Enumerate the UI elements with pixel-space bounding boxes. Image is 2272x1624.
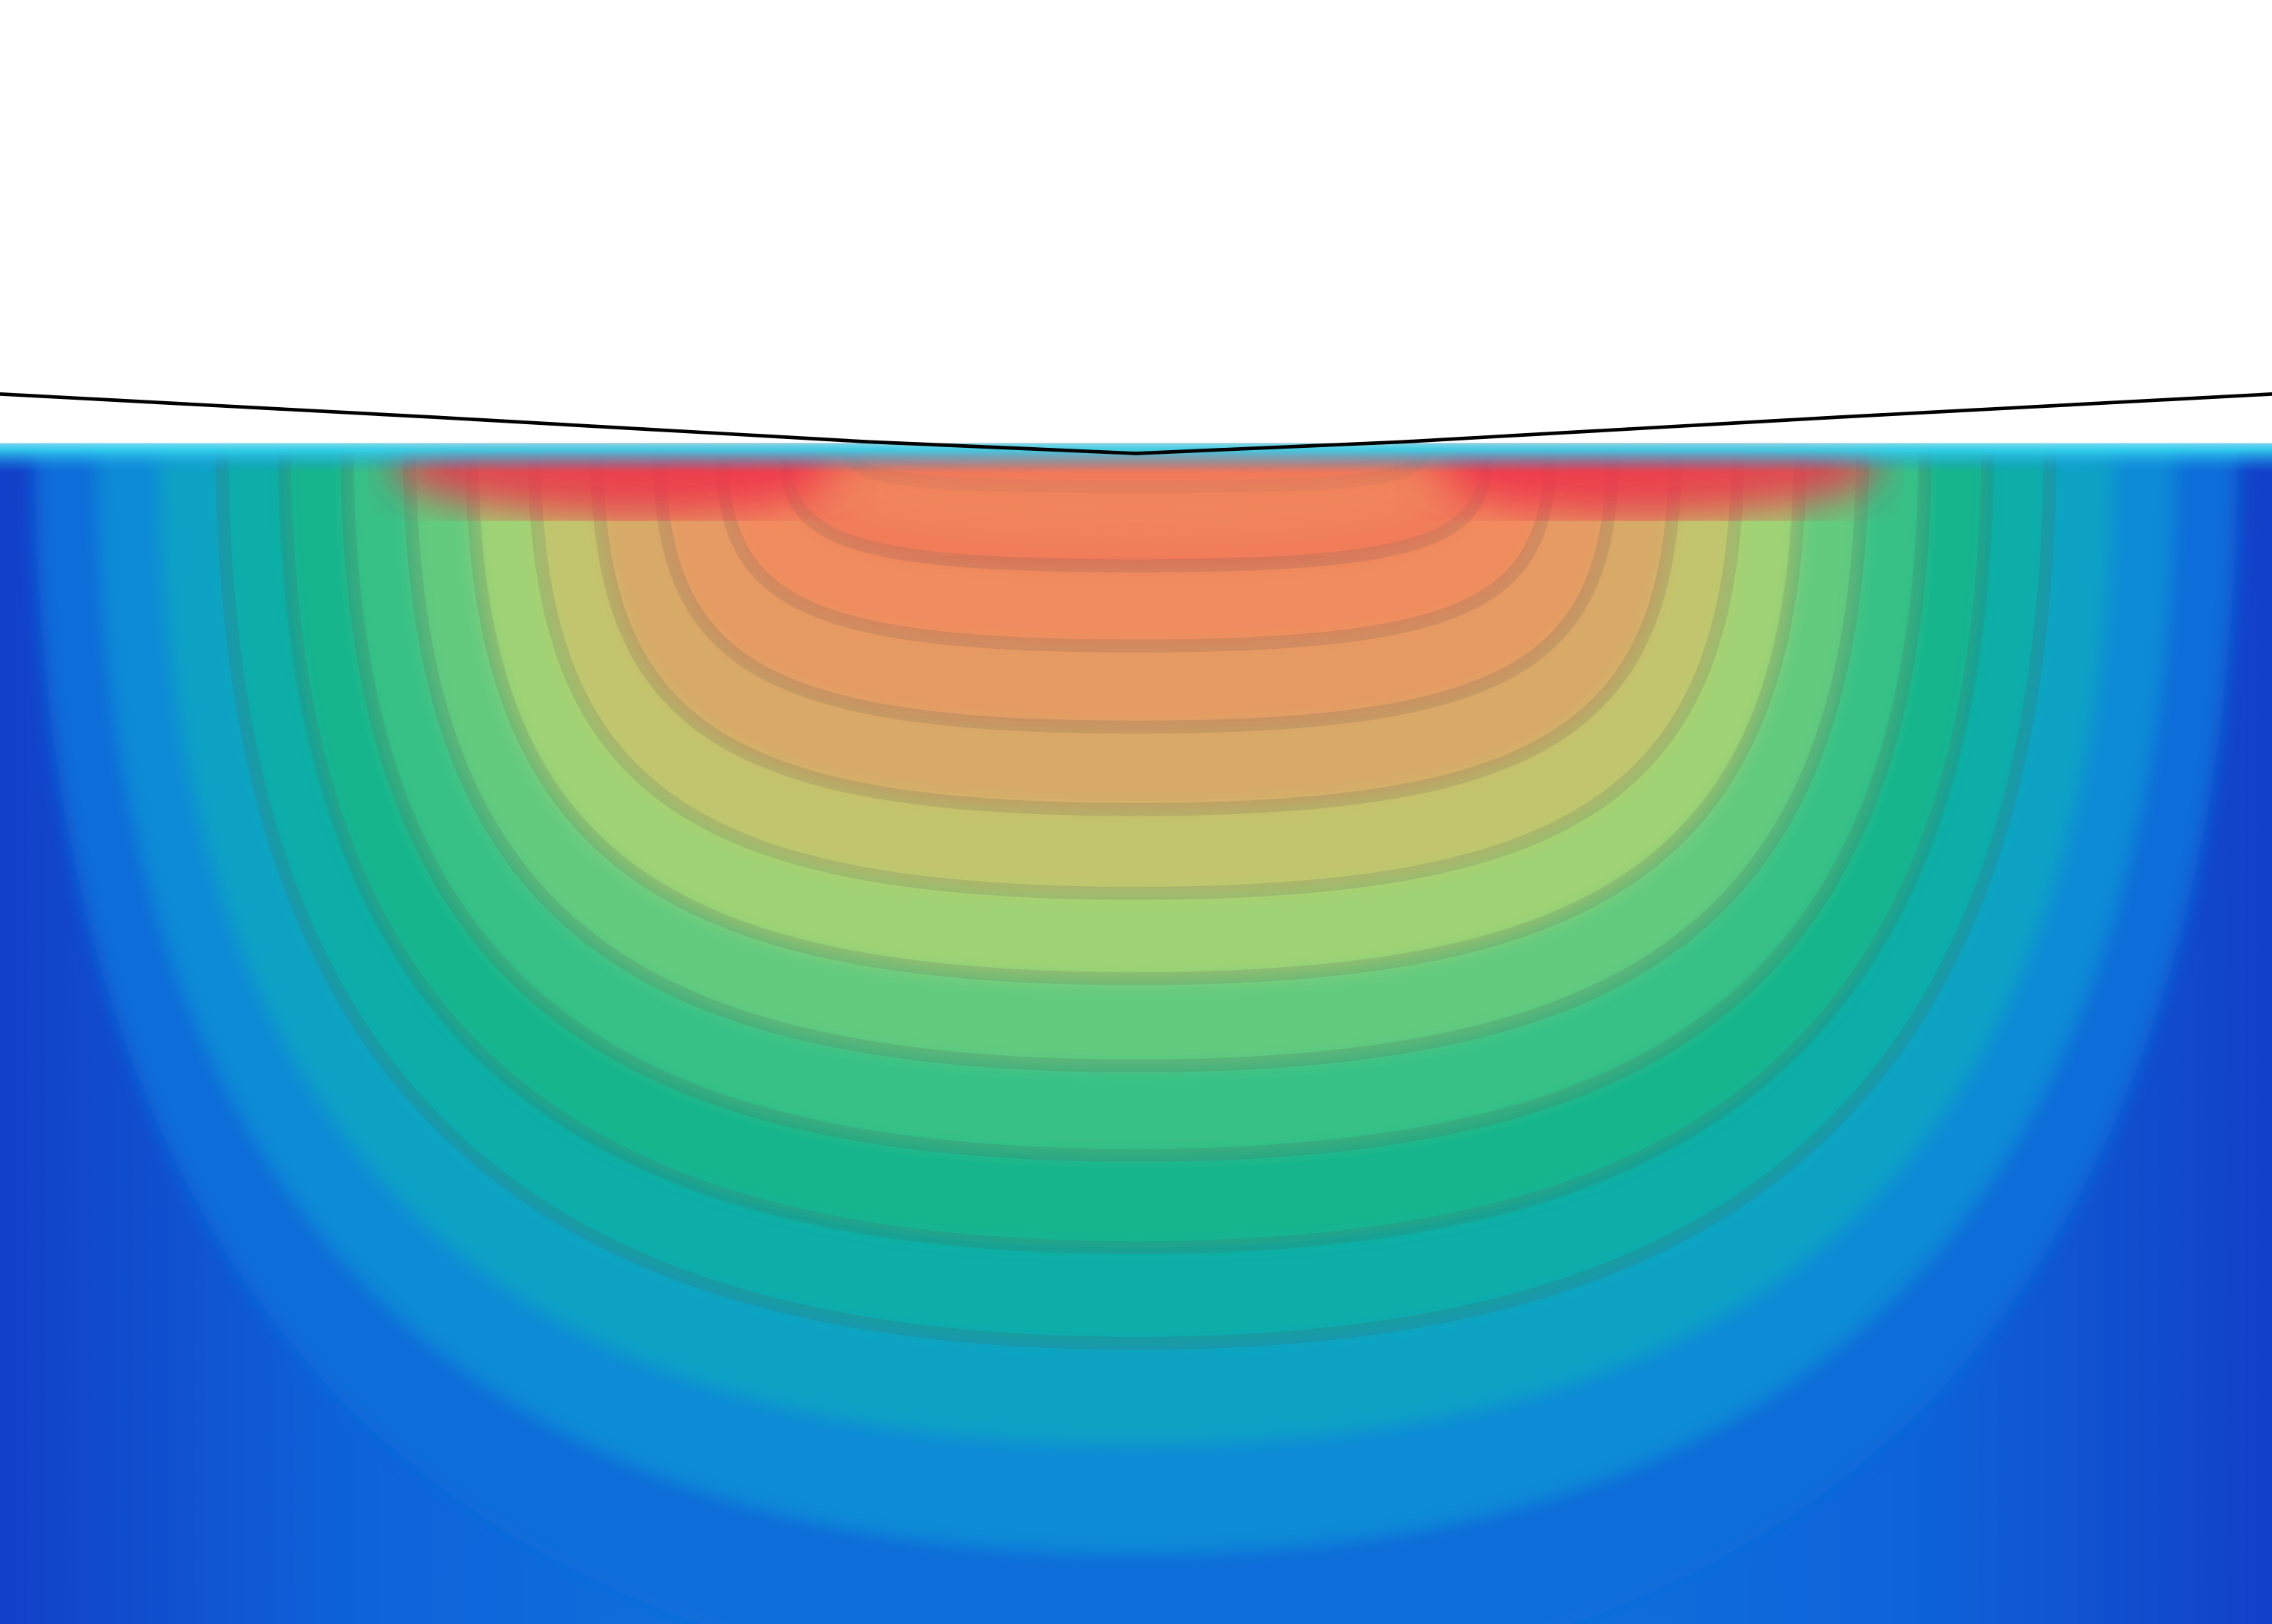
contour-line-13 xyxy=(777,443,1495,572)
contour-line-6 xyxy=(340,443,1932,1162)
contour-line-11 xyxy=(652,443,1620,734)
contour-line-8 xyxy=(465,443,1807,986)
contour-line-5 xyxy=(277,443,1995,1255)
contour-bands xyxy=(34,443,2238,1624)
surface-profile-line xyxy=(0,392,2272,455)
contour-line-10 xyxy=(590,443,1682,816)
contour-line-12 xyxy=(715,443,1557,653)
background-region xyxy=(0,0,2272,443)
contour-line-4 xyxy=(215,443,2057,1350)
field-body xyxy=(0,443,2272,1624)
surface-glow xyxy=(0,443,2272,472)
contour-line-7 xyxy=(403,443,1869,1073)
contour-line-9 xyxy=(527,443,1745,900)
contour-lines xyxy=(215,443,2057,1350)
